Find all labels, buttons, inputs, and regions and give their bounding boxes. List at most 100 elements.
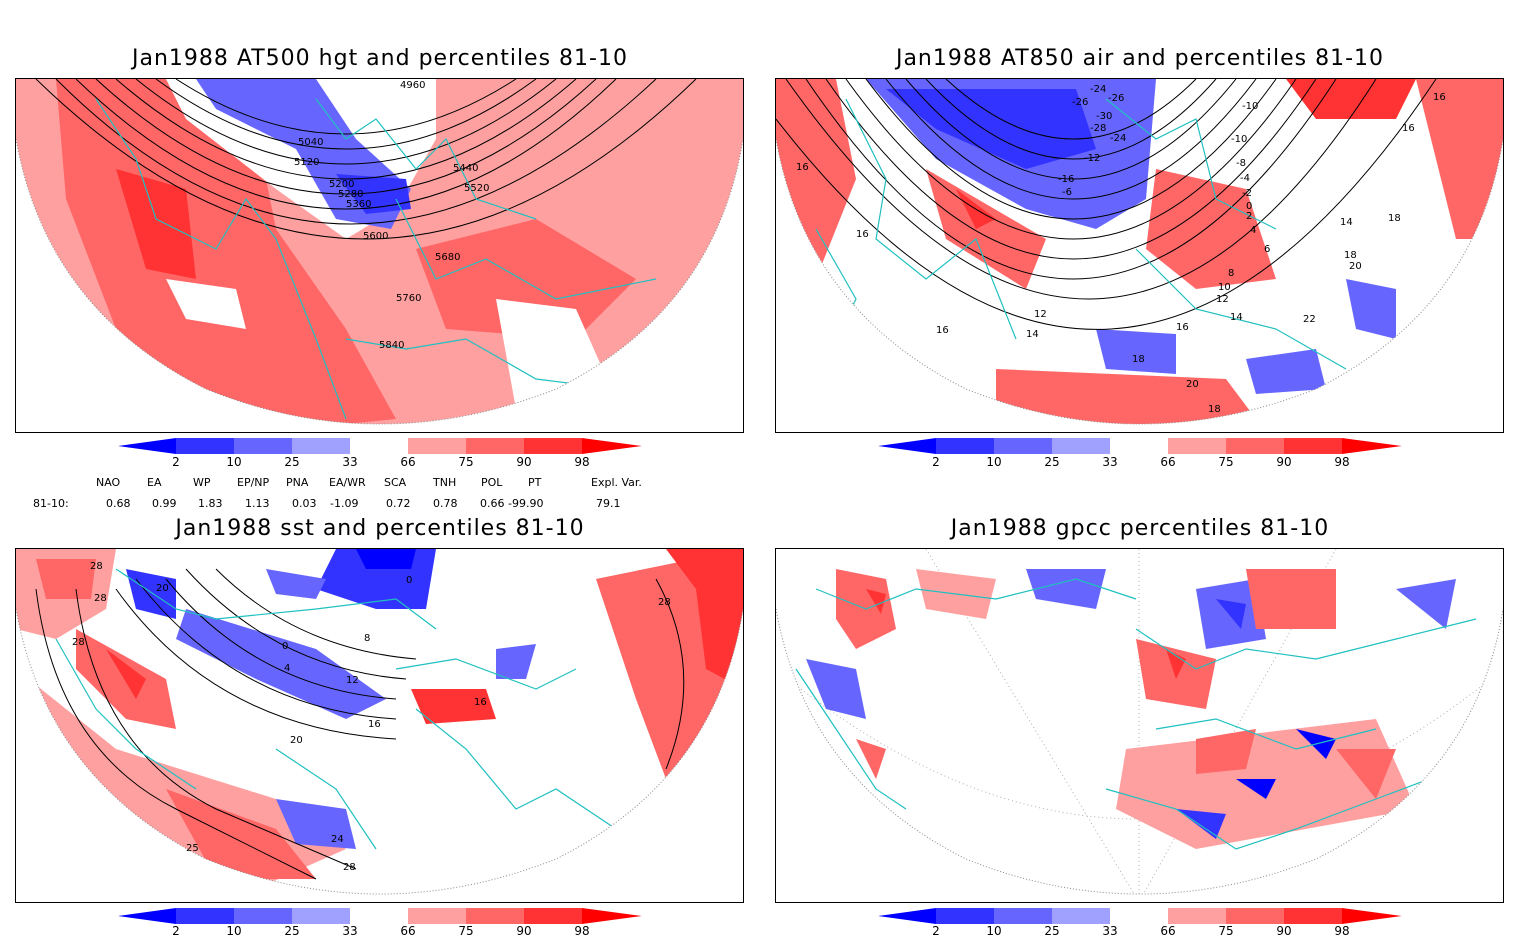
colorbar-tick: 75 xyxy=(458,455,474,469)
colorbar-tick: 98 xyxy=(1334,455,1350,469)
colorbar-tick: 25 xyxy=(1044,924,1060,938)
contour-label: 16 xyxy=(936,325,949,336)
colorbar-tick: 98 xyxy=(574,924,590,938)
index-value: -1.09 xyxy=(330,497,359,510)
map-air-svg: -24 -26 -26 -30 -28 -24 -12 -10 -16 -6 -… xyxy=(776,79,1503,425)
colorbar-tick: 2 xyxy=(932,455,940,469)
colorbar-tick: 10 xyxy=(226,455,242,469)
panel-title-sst: Jan1988 sst and percentiles 81-10 xyxy=(175,516,585,541)
colorbar-tick: 90 xyxy=(516,924,532,938)
map-gpcc-svg xyxy=(776,549,1503,895)
colorbar-hgt: 2 10 25 33 66 75 90 98 xyxy=(118,438,642,469)
contour-label: 6 xyxy=(1264,244,1270,255)
colorbar-tick: 33 xyxy=(342,924,358,938)
contour-label: 4960 xyxy=(400,80,425,91)
contour-label: -30 xyxy=(1096,111,1112,122)
index-header: Expl. Var. xyxy=(591,476,642,489)
contour-label: -10 xyxy=(1231,134,1247,145)
panel-title-hgt: Jan1988 AT500 hgt and percentiles 81-10 xyxy=(132,46,628,71)
contour-label: 22 xyxy=(1303,314,1316,325)
map-panel-gpcc xyxy=(775,548,1504,903)
colorbar-tick: 66 xyxy=(1160,924,1176,938)
contour-label: 18 xyxy=(1208,404,1221,415)
colorbar-tick: 75 xyxy=(458,924,474,938)
index-value: 0.68 xyxy=(106,497,131,510)
colorbar-tick: 25 xyxy=(284,924,300,938)
contour-label: -26 xyxy=(1072,97,1088,108)
contour-label: 12 xyxy=(1034,309,1047,320)
colorbar-tick: 10 xyxy=(986,455,1002,469)
contour-label: 20 xyxy=(1186,379,1199,390)
contour-label: 5440 xyxy=(453,163,478,174)
colorbar-sst: 2 10 25 33 66 75 90 98 xyxy=(118,908,642,938)
contour-label: 16 xyxy=(1433,92,1446,103)
contour-label: -12 xyxy=(1084,153,1100,164)
colorbar-tick: 75 xyxy=(1218,924,1234,938)
index-value: 0.72 xyxy=(386,497,411,510)
contour-label: 16 xyxy=(856,229,869,240)
colorbar-tick: 10 xyxy=(226,924,242,938)
contour-label: 5520 xyxy=(464,183,489,194)
contour-label: 24 xyxy=(331,834,344,845)
map-panel-sst: 28 28 20 28 0 4 8 12 16 20 16 24 28 25 0… xyxy=(15,548,744,903)
contour-label: 28 xyxy=(343,862,356,873)
index-value: 0.99 xyxy=(152,497,177,510)
index-header: WP xyxy=(193,476,211,489)
colorbar-swatches xyxy=(878,908,1402,924)
contour-label: 18 xyxy=(1132,354,1145,365)
colorbar-tick: 90 xyxy=(1276,924,1292,938)
contour-label: 28 xyxy=(94,593,107,604)
contour-label: 20 xyxy=(1349,261,1362,272)
contour-label: -10 xyxy=(1242,101,1258,112)
contour-label: 5600 xyxy=(363,231,388,242)
colorbar-tick: 2 xyxy=(172,455,180,469)
contour-label: 16 xyxy=(1402,123,1415,134)
index-header: NAO xyxy=(96,476,121,489)
colorbar-tick: 98 xyxy=(574,455,590,469)
index-header: EP/NP xyxy=(237,476,270,489)
colorbar-swatches xyxy=(118,908,642,924)
contour-label: 0 xyxy=(282,641,288,652)
index-header: PNA xyxy=(286,476,309,489)
colorbar-tick: 25 xyxy=(284,455,300,469)
colorbar-tick: 90 xyxy=(1276,455,1292,469)
colorbar-tick: 33 xyxy=(1102,455,1118,469)
contour-label: -8 xyxy=(1236,158,1246,169)
colorbar-tick: 66 xyxy=(400,455,416,469)
contour-label: -4 xyxy=(1240,173,1250,184)
contour-label: 5120 xyxy=(294,157,319,168)
contour-label: -16 xyxy=(1058,174,1074,185)
contour-label: 16 xyxy=(796,162,809,173)
contour-label: 8 xyxy=(364,633,370,644)
map-hgt-svg: 4960 5040 5120 5200 5280 5360 5440 5520 … xyxy=(16,79,743,425)
contour-label: 4 xyxy=(1250,225,1256,236)
contour-label: 5680 xyxy=(435,252,460,263)
contour-label: 28 xyxy=(90,561,103,572)
index-header: PT xyxy=(528,476,542,489)
contour-label: 14 xyxy=(1230,312,1243,323)
contour-label: 16 xyxy=(474,697,487,708)
colorbar-tick: 33 xyxy=(1102,924,1118,938)
index-value: 0.66 xyxy=(480,497,505,510)
contour-label: 14 xyxy=(1340,217,1353,228)
contour-label: 28 xyxy=(72,637,85,648)
contour-label: 16 xyxy=(1176,322,1189,333)
contour-label: -24 xyxy=(1090,84,1106,95)
panel-title-gpcc: Jan1988 gpcc percentiles 81-10 xyxy=(950,516,1330,541)
index-header: SCA xyxy=(384,476,407,489)
index-value: 79.1 xyxy=(596,497,621,510)
contour-label: 8 xyxy=(1228,268,1234,279)
colorbar-swatches xyxy=(878,438,1402,454)
contour-label: 28 xyxy=(658,597,671,608)
contour-label: 12 xyxy=(346,675,359,686)
contour-label: -6 xyxy=(1062,187,1072,198)
contour-label: 4 xyxy=(284,663,290,674)
contour-label: 5280 xyxy=(338,189,363,200)
colorbar-tick: 75 xyxy=(1218,455,1234,469)
colorbar-air: 2 10 25 33 66 75 90 98 xyxy=(878,438,1402,469)
contour-label: -24 xyxy=(1110,133,1126,144)
contour-label: 14 xyxy=(1026,329,1039,340)
index-value: 0.78 xyxy=(433,497,458,510)
index-header: EA/WR xyxy=(329,476,366,489)
index-row-label: 81-10: xyxy=(33,497,69,510)
